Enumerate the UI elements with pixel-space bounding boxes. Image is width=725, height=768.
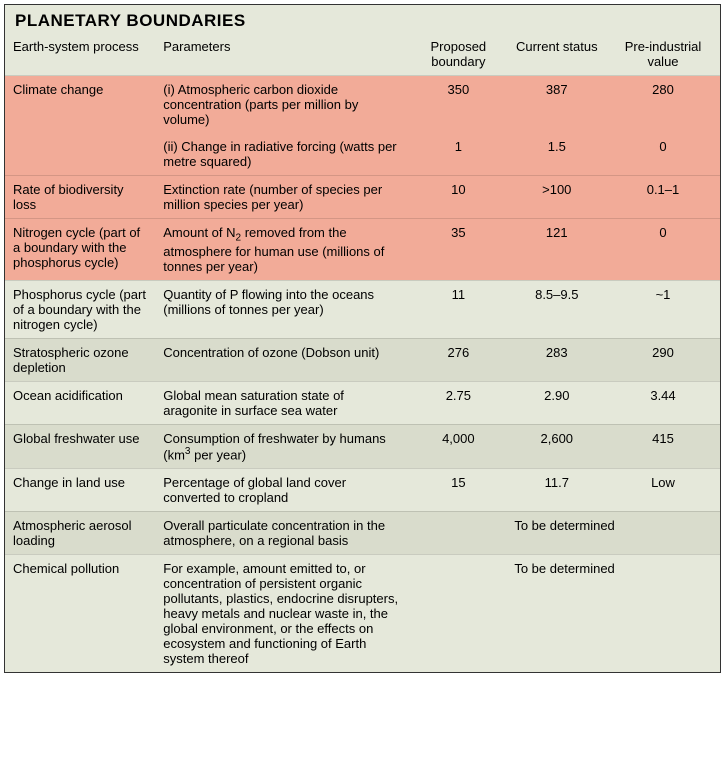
- table-row: Nitrogen cycle (part of a boundary with …: [5, 219, 720, 281]
- cell-current: >100: [508, 176, 606, 219]
- planetary-boundaries-table: PLANETARY BOUNDARIES Earth-system proces…: [4, 4, 721, 673]
- cell-parameter: (i) Atmospheric carbon dioxide concentra…: [155, 76, 409, 134]
- cell-proposed: 10: [409, 176, 507, 219]
- cell-preindustrial: 0: [606, 133, 720, 176]
- cell-tbd: To be determined: [409, 511, 720, 554]
- cell-current: 2.90: [508, 381, 606, 424]
- cell-preindustrial: Low: [606, 468, 720, 511]
- cell-preindustrial: 280: [606, 76, 720, 134]
- cell-current: 387: [508, 76, 606, 134]
- table-row: Stratospheric ozone depletionConcentrati…: [5, 338, 720, 381]
- cell-current: 1.5: [508, 133, 606, 176]
- cell-process: [5, 133, 155, 176]
- cell-parameter: For example, amount emitted to, or conce…: [155, 554, 409, 672]
- cell-preindustrial: 0.1–1: [606, 176, 720, 219]
- cell-preindustrial: 3.44: [606, 381, 720, 424]
- cell-proposed: 15: [409, 468, 507, 511]
- cell-preindustrial: 0: [606, 219, 720, 281]
- col-process: Earth-system process: [5, 35, 155, 76]
- table-row: Ocean acidificationGlobal mean saturatio…: [5, 381, 720, 424]
- table-row: Chemical pollutionFor example, amount em…: [5, 554, 720, 672]
- cell-parameter: Extinction rate (number of species per m…: [155, 176, 409, 219]
- table-row: Rate of biodiversity lossExtinction rate…: [5, 176, 720, 219]
- cell-parameter: Concentration of ozone (Dobson unit): [155, 338, 409, 381]
- col-preindustrial: Pre-industrial value: [606, 35, 720, 76]
- table-row: Change in land usePercentage of global l…: [5, 468, 720, 511]
- col-proposed: Proposed boundary: [409, 35, 507, 76]
- cell-preindustrial: 290: [606, 338, 720, 381]
- cell-parameter: Global mean saturation state of aragonit…: [155, 381, 409, 424]
- cell-preindustrial: ~1: [606, 280, 720, 338]
- cell-process: Rate of biodiversity loss: [5, 176, 155, 219]
- table-row: Atmospheric aerosol loadingOverall parti…: [5, 511, 720, 554]
- header-row: Earth-system process Parameters Proposed…: [5, 35, 720, 76]
- col-parameters: Parameters: [155, 35, 409, 76]
- cell-current: 121: [508, 219, 606, 281]
- table-row: Phosphorus cycle (part of a boundary wit…: [5, 280, 720, 338]
- cell-proposed: 35: [409, 219, 507, 281]
- table-row: Global freshwater useConsumption of fres…: [5, 424, 720, 468]
- cell-parameter: Quantity of P flowing into the oceans (m…: [155, 280, 409, 338]
- cell-parameter: Consumption of freshwater by humans (km3…: [155, 424, 409, 468]
- cell-process: Nitrogen cycle (part of a boundary with …: [5, 219, 155, 281]
- cell-process: Global freshwater use: [5, 424, 155, 468]
- cell-proposed: 350: [409, 76, 507, 134]
- cell-parameter: Overall particulate concentration in the…: [155, 511, 409, 554]
- cell-preindustrial: 415: [606, 424, 720, 468]
- cell-process: Climate change: [5, 76, 155, 134]
- cell-proposed: 276: [409, 338, 507, 381]
- cell-process: Change in land use: [5, 468, 155, 511]
- cell-current: 283: [508, 338, 606, 381]
- cell-process: Ocean acidification: [5, 381, 155, 424]
- cell-parameter: Percentage of global land cover converte…: [155, 468, 409, 511]
- data-table: Earth-system process Parameters Proposed…: [5, 35, 720, 672]
- cell-parameter: (ii) Change in radiative forcing (watts …: [155, 133, 409, 176]
- cell-current: 11.7: [508, 468, 606, 511]
- cell-current: 8.5–9.5: [508, 280, 606, 338]
- col-current: Current status: [508, 35, 606, 76]
- cell-tbd: To be determined: [409, 554, 720, 672]
- cell-process: Stratospheric ozone depletion: [5, 338, 155, 381]
- cell-proposed: 2.75: [409, 381, 507, 424]
- cell-proposed: 4,000: [409, 424, 507, 468]
- cell-current: 2,600: [508, 424, 606, 468]
- table-row: (ii) Change in radiative forcing (watts …: [5, 133, 720, 176]
- table-row: Climate change(i) Atmospheric carbon dio…: [5, 76, 720, 134]
- cell-process: Chemical pollution: [5, 554, 155, 672]
- cell-parameter: Amount of N2 removed from the atmosphere…: [155, 219, 409, 281]
- cell-process: Atmospheric aerosol loading: [5, 511, 155, 554]
- table-title: PLANETARY BOUNDARIES: [5, 5, 720, 35]
- cell-proposed: 1: [409, 133, 507, 176]
- cell-process: Phosphorus cycle (part of a boundary wit…: [5, 280, 155, 338]
- cell-proposed: 11: [409, 280, 507, 338]
